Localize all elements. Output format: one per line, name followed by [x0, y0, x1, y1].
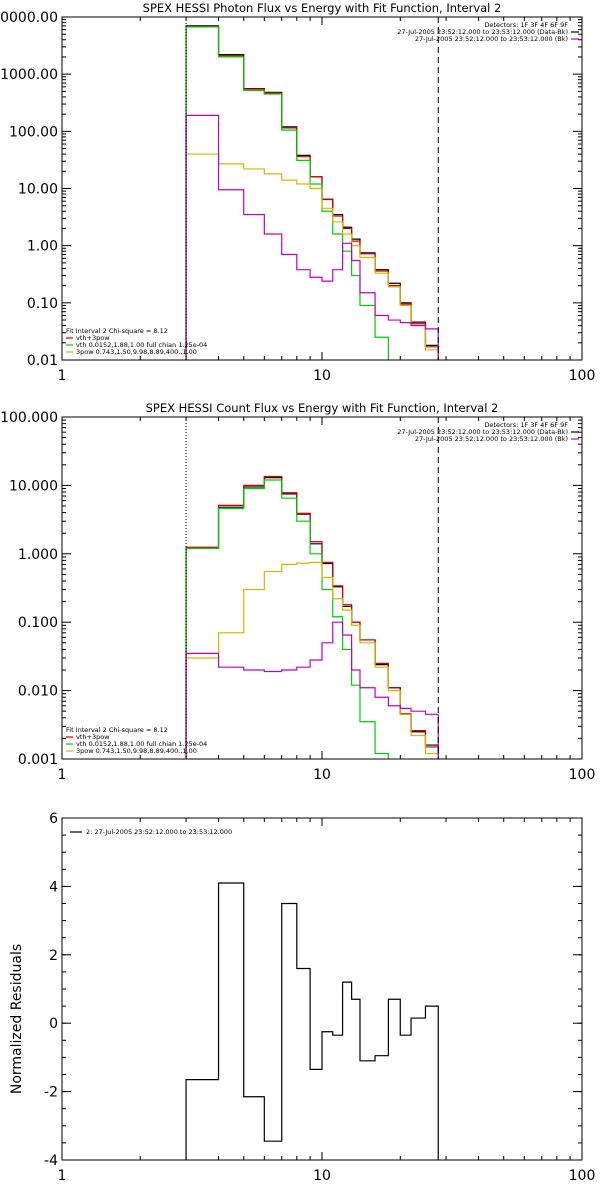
y-tick-label: 6 [49, 811, 58, 827]
y-tick-label: 0.001 [18, 752, 58, 768]
legend-text: vth 0.0152,1.88,1.00 full chian 1.25e-04 [76, 341, 207, 349]
y-tick-label: 0 [49, 1016, 58, 1032]
header-line: 27-Jul-2005 23:52:12.000 to 23:53:12.000… [397, 428, 568, 436]
y-tick-label: 10.000 [9, 478, 58, 494]
series-residuals [185, 882, 439, 1160]
series-3pow [185, 561, 439, 759]
header-line: Detectors: 1F 3F 4F 6F 9F [484, 421, 568, 429]
series-3pow [185, 153, 439, 360]
series-vth [185, 479, 389, 759]
legend-text: Fit Interval 2 Chi-square = 8.12 [66, 726, 168, 734]
y-tick-label: 0.100 [18, 615, 58, 631]
axis-ticks [61, 817, 582, 1161]
panel-1: SPEX HESSI Photon Flux vs Energy with Fi… [0, 1, 595, 384]
header-line: 27-Jul-2005 23:52:12.000 to 23:53:12.000… [397, 28, 568, 36]
y-tick-label: 4 [49, 879, 58, 895]
series-data_bk [185, 25, 439, 360]
x-tick-label: 1 [58, 1168, 67, 1184]
y-tick-label: 100.000 [0, 410, 58, 426]
y-tick-label: 1.00 [27, 239, 58, 255]
series-vth+3pow [185, 475, 439, 759]
x-tick-label: 100 [569, 767, 596, 783]
series-vth+3pow [185, 25, 439, 360]
legend-text: 3pow 0.743,1.50,9.98,8.89,400.,1.00 [76, 747, 197, 755]
x-tick-label: 10 [313, 368, 331, 384]
axes-frame [61, 817, 583, 1161]
plot-area [185, 882, 439, 1160]
y-tick-label: 1.000 [18, 547, 58, 563]
x-tick-label: 1 [58, 368, 67, 384]
header-line: 27-Jul-2005 23:52:12.000 to 23:53:12.000… [415, 435, 568, 443]
plot-title: SPEX HESSI Photon Flux vs Energy with Fi… [143, 1, 502, 15]
series-bk [185, 114, 439, 360]
plot-area [185, 475, 439, 759]
y-tick-label: 0.010 [18, 684, 58, 700]
axes-frame [61, 416, 583, 760]
x-tick-label: 1 [58, 767, 67, 783]
legend-text: vth 0.0152,1.88,1.00 full chian 1.25e-04 [76, 740, 207, 748]
series-data_bk [185, 477, 439, 759]
header-line: Detectors: 1F 3F 4F 6F 9F [484, 21, 568, 29]
legend-text: 2: 27-Jul-2005 23:52:12.000 to 23:53:12.… [86, 828, 232, 836]
panel-2: SPEX HESSI Count Flux vs Energy with Fit… [0, 401, 595, 783]
y-tick-label: 0.01 [27, 353, 58, 369]
y-tick-label: 0.10 [27, 296, 58, 312]
panel-3: -4 -2 0 2 4 6 1 10 100 Normalized Residuals 2: 27-… [9, 811, 596, 1184]
y-tick-label: 100.00 [9, 124, 58, 140]
legend-text: vth+3pow [76, 733, 110, 741]
y-tick-label: 0000.00 [0, 10, 58, 26]
plot-title: SPEX HESSI Count Flux vs Energy with Fit… [146, 401, 499, 415]
x-tick-label: 10 [313, 1168, 331, 1184]
x-tick-label: 100 [569, 1168, 596, 1184]
axes-frame [61, 16, 583, 361]
legend-text: vth+3pow [76, 334, 110, 342]
legend-text: Fit Interval 2 Chi-square = 8.12 [66, 327, 168, 335]
x-tick-label: 10 [313, 767, 331, 783]
series-bk [185, 621, 439, 759]
y-tick-label: 1000.00 [0, 67, 58, 83]
y-tick-label: -2 [44, 1085, 58, 1101]
legend-text: 3pow 0.743,1.50,9.98,8.89,400.,1.00 [76, 348, 197, 356]
y-tick-label: 10.00 [18, 182, 58, 198]
x-tick-label: 100 [569, 368, 596, 384]
y-tick-label: 2 [49, 948, 58, 964]
y-tick-label: -4 [44, 1153, 58, 1169]
header-line: 27-Jul-2005 23:52:12.000 to 23:53:12.000… [415, 35, 568, 43]
axis-ticks [61, 16, 582, 361]
plot-area [185, 25, 439, 360]
y-axis-label: Normalized Residuals [9, 944, 25, 1094]
series-vth [185, 26, 389, 360]
